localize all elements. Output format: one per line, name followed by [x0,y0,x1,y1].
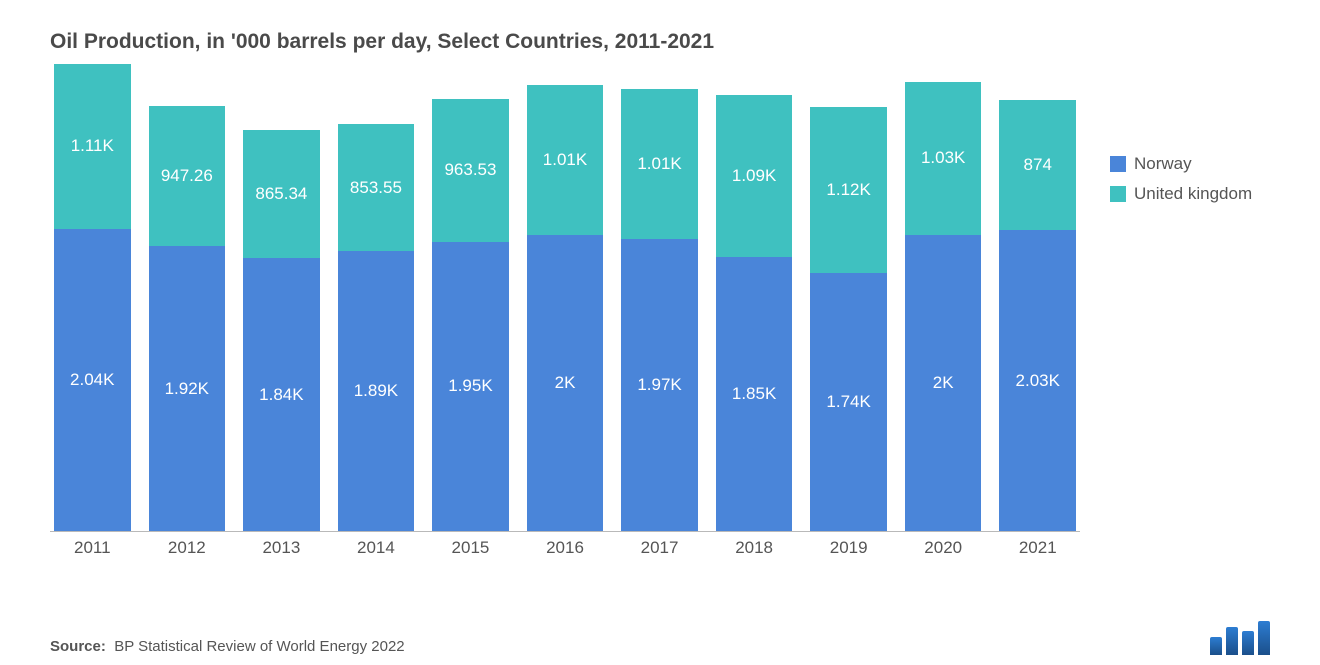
bar-segment: 2K [527,235,604,532]
plot-area: 1.11K 2.04K 947.26 1.92K 865.34 1.84K 853.55 1.… [50,64,1080,565]
bar-value-label: 1.95K [448,376,492,396]
bar-column: 1.01K 2K [527,64,604,531]
bar-value-label: 1.84K [259,385,303,405]
source-text: BP Statistical Review of World Energy 20… [114,638,404,655]
bar-column: 1.03K 2K [905,64,982,531]
logo-bar-icon [1242,631,1254,655]
bar-value-label: 874 [1024,155,1052,175]
bar-column: 874 2.03K [999,64,1076,531]
brand-logo [1210,621,1270,655]
bar-segment: 865.34 [243,130,320,258]
bar-value-label: 1.01K [637,154,681,174]
x-axis-label: 2016 [527,538,604,565]
bar-segment: 1.01K [527,85,604,235]
source-label: Source: [50,638,106,655]
x-axis-label: 2019 [810,538,887,565]
logo-bar-icon [1226,627,1238,655]
bar-segment: 947.26 [149,106,226,246]
bar-segment: 1.09K [716,95,793,257]
x-axis-label: 2013 [243,538,320,565]
bar-value-label: 2K [933,373,954,393]
bar-column: 853.55 1.89K [338,64,415,531]
x-axis-label: 2018 [716,538,793,565]
x-axis-label: 2021 [999,538,1076,565]
bar-value-label: 2K [555,373,576,393]
legend-item: Norway [1110,154,1270,174]
x-axis-label: 2011 [54,538,131,565]
x-axis-label: 2020 [905,538,982,565]
bar-value-label: 947.26 [161,166,213,186]
bar-segment: 2K [905,235,982,532]
bar-value-label: 853.55 [350,178,402,198]
bar-segment: 1.89K [338,251,415,531]
bar-segment: 1.11K [54,64,131,229]
bar-column: 947.26 1.92K [149,64,226,531]
chart-title: Oil Production, in '000 barrels per day,… [50,30,1270,54]
bar-segment: 1.74K [810,273,887,531]
bar-column: 1.11K 2.04K [54,64,131,531]
bar-value-label: 1.74K [826,392,870,412]
bar-value-label: 1.01K [543,150,587,170]
bar-segment: 1.85K [716,257,793,531]
bar-value-label: 865.34 [255,184,307,204]
legend-label: Norway [1134,154,1192,174]
chart-row: 1.11K 2.04K 947.26 1.92K 865.34 1.84K 853.55 1.… [50,64,1270,565]
legend-label: United kingdom [1134,184,1252,204]
bar-value-label: 1.89K [354,381,398,401]
bar-value-label: 1.12K [826,180,870,200]
bars-area: 1.11K 2.04K 947.26 1.92K 865.34 1.84K 853.55 1.… [50,64,1080,531]
bar-value-label: 1.03K [921,148,965,168]
bar-segment: 1.12K [810,107,887,273]
bar-segment: 1.01K [621,89,698,239]
legend-swatch [1110,186,1126,202]
bar-column: 1.12K 1.74K [810,64,887,531]
bar-segment: 2.03K [999,230,1076,531]
bar-segment: 874 [999,100,1076,230]
bar-segment: 963.53 [432,99,509,242]
bar-segment: 1.95K [432,242,509,531]
x-axis: 2011 2012 2013 2014 2015 2016 2017 2018 2019 2020… [50,531,1080,565]
bar-value-label: 1.97K [637,375,681,395]
x-axis-label: 2017 [621,538,698,565]
bar-value-label: 1.11K [71,136,114,156]
bar-column: 1.09K 1.85K [716,64,793,531]
bar-value-label: 1.09K [732,166,776,186]
bar-value-label: 963.53 [444,160,496,180]
x-axis-label: 2014 [338,538,415,565]
bar-segment: 853.55 [338,124,415,251]
bar-value-label: 1.92K [165,379,209,399]
logo-bar-icon [1210,637,1222,655]
x-axis-label: 2012 [149,538,226,565]
bar-value-label: 2.03K [1016,371,1060,391]
bar-segment: 2.04K [54,229,131,531]
legend-item: United kingdom [1110,184,1270,204]
bar-segment: 1.92K [149,246,226,531]
x-axis-label: 2015 [432,538,509,565]
bar-segment: 1.03K [905,82,982,235]
chart-container: Oil Production, in '000 barrels per day,… [0,0,1320,665]
logo-bar-icon [1258,621,1270,655]
bar-column: 963.53 1.95K [432,64,509,531]
source-citation: Source: BP Statistical Review of World E… [50,638,405,655]
bar-value-label: 1.85K [732,384,776,404]
footer: Source: BP Statistical Review of World E… [50,595,1270,655]
legend-swatch [1110,156,1126,172]
bar-column: 865.34 1.84K [243,64,320,531]
bar-column: 1.01K 1.97K [621,64,698,531]
legend: Norway United kingdom [1080,154,1270,565]
bar-segment: 1.97K [621,239,698,531]
bar-segment: 1.84K [243,258,320,531]
bar-value-label: 2.04K [70,370,114,390]
